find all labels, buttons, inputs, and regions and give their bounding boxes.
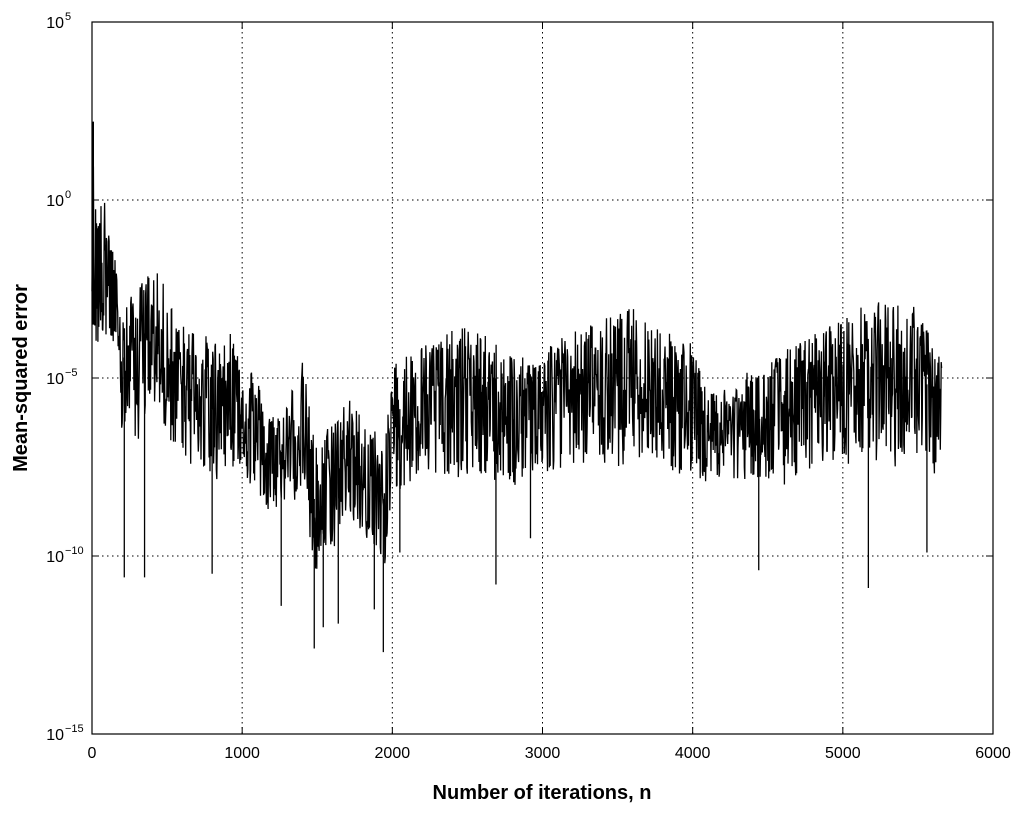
y-tick-base: 10: [46, 193, 64, 210]
x-tick-label: 4000: [675, 745, 711, 762]
x-tick-label: 6000: [975, 745, 1011, 762]
y-tick-exponent: −15: [65, 723, 84, 735]
x-tick-label: 2000: [375, 745, 411, 762]
x-tick-labels: 0 1000 2000 3000 4000 5000 6000: [88, 745, 1011, 762]
x-tick-label: 3000: [525, 745, 561, 762]
y-tick-exponent: −5: [65, 367, 78, 379]
y-tick-base: 10: [46, 371, 64, 388]
mse-trace: [91, 166, 943, 569]
y-axis-title: Mean-squared error: [10, 284, 32, 472]
y-tick-label: 10: [46, 193, 64, 210]
y-tick-base: 10: [46, 549, 64, 566]
y-tick-label: 10: [46, 371, 64, 388]
y-tick-label: 10: [46, 727, 64, 744]
x-axis-title: Number of iterations, n: [433, 782, 652, 804]
y-tick-exponent: 5: [65, 11, 71, 23]
y-tick-exponent: −10: [65, 545, 84, 557]
x-tick-label: 5000: [825, 745, 861, 762]
y-tick-base: 10: [46, 727, 64, 744]
y-tick-exponent: 0: [65, 189, 71, 201]
x-tick-label: 1000: [224, 745, 260, 762]
x-tick-label: 0: [88, 745, 97, 762]
y-tick-base: 10: [46, 15, 64, 32]
axis-ticks: [91, 21, 994, 735]
y-tick-label: 10: [46, 549, 64, 566]
y-tick-label: 10: [46, 15, 64, 32]
series-mse: [91, 121, 943, 653]
